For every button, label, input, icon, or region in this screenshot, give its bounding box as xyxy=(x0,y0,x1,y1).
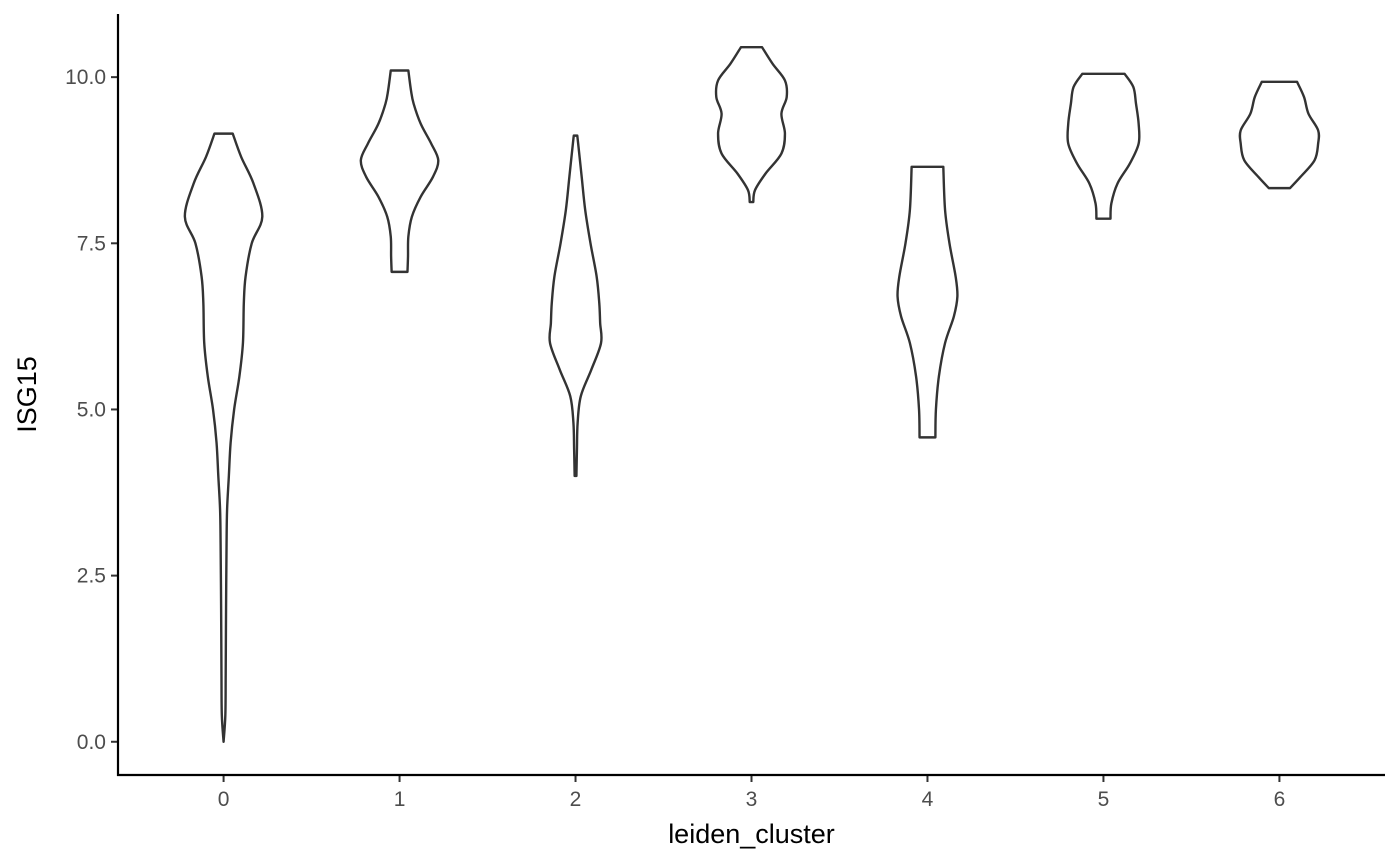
y-tick-label: 0.0 xyxy=(77,731,106,754)
x-axis-ticks: 0 1 2 3 4 5 6 xyxy=(218,775,1286,811)
y-tick-label: 10.0 xyxy=(65,66,106,89)
y-tick-label: 2.5 xyxy=(77,565,106,588)
x-tick-label: 3 xyxy=(746,788,758,811)
violin-cluster-3 xyxy=(714,46,789,204)
y-axis-title: ISG15 xyxy=(12,356,42,433)
x-tick-label: 4 xyxy=(922,788,934,811)
y-axis-ticks: 0.0 2.5 5.0 7.5 10.0 xyxy=(65,66,118,754)
x-tick-label: 0 xyxy=(218,788,230,811)
violin-cluster-0 xyxy=(183,132,264,743)
y-tick-label: 5.0 xyxy=(77,398,106,421)
violin-cluster-1 xyxy=(359,69,440,274)
x-tick-label: 6 xyxy=(1274,788,1286,811)
x-tick-label: 2 xyxy=(570,788,582,811)
violin-cluster-2 xyxy=(548,134,603,478)
x-axis-title: leiden_cluster xyxy=(668,819,835,849)
violin-cluster-6 xyxy=(1238,80,1321,190)
x-tick-label: 1 xyxy=(394,788,406,811)
x-tick-label: 5 xyxy=(1098,788,1110,811)
violins xyxy=(183,46,1321,743)
y-tick-label: 7.5 xyxy=(77,232,106,255)
violin-cluster-4 xyxy=(896,165,959,439)
violin-cluster-5 xyxy=(1066,72,1141,220)
